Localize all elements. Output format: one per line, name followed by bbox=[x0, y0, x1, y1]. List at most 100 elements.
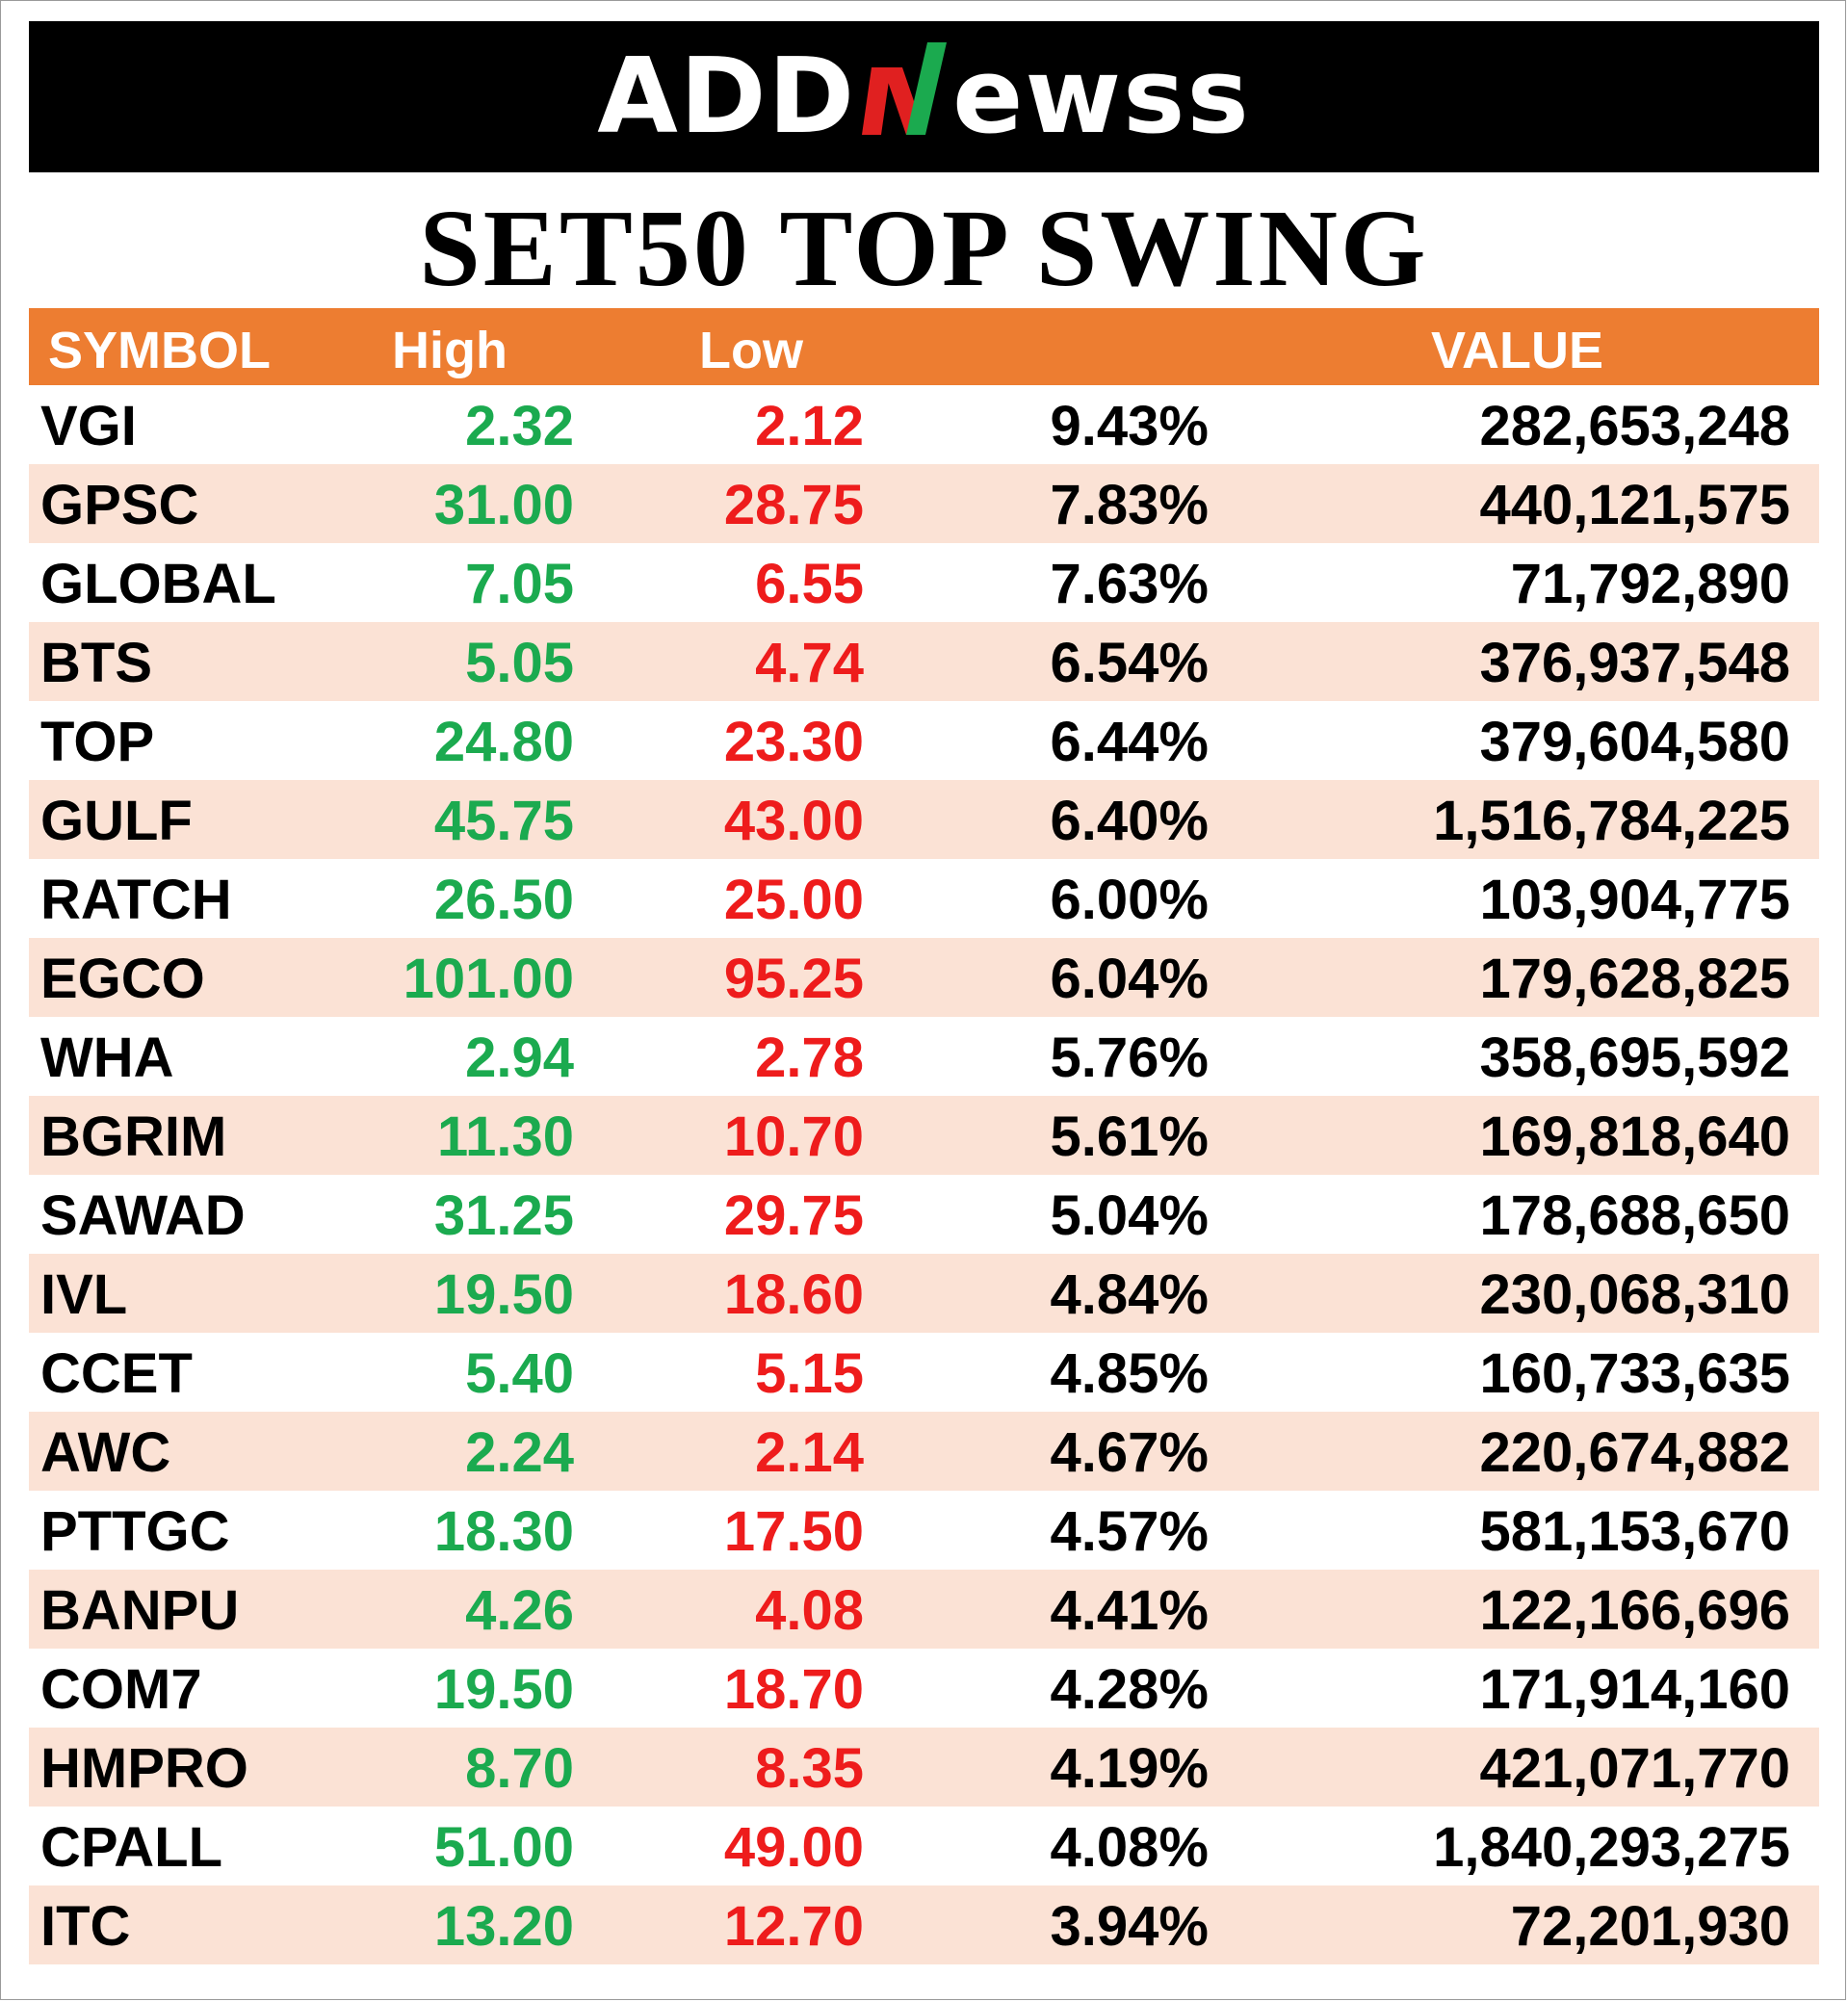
symbol-cell: BTS bbox=[40, 632, 152, 694]
symbol-cell: GPSC bbox=[40, 474, 199, 536]
symbol-cell: WHA bbox=[40, 1027, 174, 1089]
value-cell: 220,674,882 bbox=[1479, 1421, 1790, 1484]
swing-percent-cell: 5.61% bbox=[1050, 1105, 1209, 1168]
value-cell: 421,071,770 bbox=[1479, 1737, 1790, 1800]
table-row: IVL 19.50 18.60 4.84% 230,068,310 bbox=[29, 1254, 1819, 1333]
swing-percent-cell: 4.67% bbox=[1050, 1421, 1209, 1484]
table-row: BTS 5.05 4.74 6.54% 376,937,548 bbox=[29, 622, 1819, 701]
high-cell: 11.30 bbox=[437, 1105, 574, 1168]
swing-percent-cell: 4.84% bbox=[1050, 1263, 1209, 1326]
symbol-cell: RATCH bbox=[40, 869, 232, 931]
table-row: HMPRO 8.70 8.35 4.19% 421,071,770 bbox=[29, 1728, 1819, 1807]
addnewss-logo: ADD ewss bbox=[597, 40, 1250, 154]
symbol-cell: HMPRO bbox=[40, 1737, 248, 1800]
high-cell: 19.50 bbox=[433, 1658, 574, 1721]
swing-percent-cell: 6.04% bbox=[1050, 948, 1209, 1010]
low-cell: 8.35 bbox=[755, 1737, 864, 1800]
swing-percent-cell: 5.04% bbox=[1050, 1184, 1209, 1247]
symbol-cell: ITC bbox=[40, 1895, 131, 1958]
logo-text-left: ADD bbox=[597, 36, 857, 157]
swing-percent-cell: 7.63% bbox=[1050, 553, 1209, 615]
high-cell: 31.25 bbox=[433, 1184, 574, 1247]
table-row: EGCO 101.00 95.25 6.04% 179,628,825 bbox=[29, 938, 1819, 1017]
low-cell: 49.00 bbox=[723, 1816, 864, 1879]
swing-percent-cell: 6.54% bbox=[1050, 632, 1209, 694]
high-cell: 24.80 bbox=[433, 711, 574, 773]
table-row: CCET 5.40 5.15 4.85% 160,733,635 bbox=[29, 1333, 1819, 1412]
table-row: CPALL 51.00 49.00 4.08% 1,840,293,275 bbox=[29, 1807, 1819, 1885]
symbol-cell: TOP bbox=[40, 711, 155, 773]
table-row: SAWAD 31.25 29.75 5.04% 178,688,650 bbox=[29, 1175, 1819, 1254]
swing-percent-cell: 4.57% bbox=[1050, 1500, 1209, 1563]
swing-percent-cell: 9.43% bbox=[1050, 395, 1209, 457]
swing-percent-cell: 6.40% bbox=[1050, 790, 1209, 852]
symbol-cell: CPALL bbox=[40, 1816, 223, 1879]
table-row: VGI 2.32 2.12 9.43% 282,653,248 bbox=[29, 385, 1819, 464]
swing-percent-cell: 5.76% bbox=[1050, 1027, 1209, 1089]
brand-banner: ADD ewss bbox=[29, 21, 1819, 172]
swing-percent-cell: 7.83% bbox=[1050, 474, 1209, 536]
value-cell: 379,604,580 bbox=[1479, 711, 1790, 773]
swing-percent-cell: 4.08% bbox=[1050, 1816, 1209, 1879]
low-cell: 4.08 bbox=[755, 1579, 864, 1642]
header-symbol: SYMBOL bbox=[48, 322, 272, 379]
table-row: GPSC 31.00 28.75 7.83% 440,121,575 bbox=[29, 464, 1819, 543]
low-cell: 2.14 bbox=[755, 1421, 864, 1484]
symbol-cell: EGCO bbox=[40, 948, 205, 1010]
value-cell: 103,904,775 bbox=[1479, 869, 1790, 931]
symbol-cell: COM7 bbox=[40, 1658, 202, 1721]
high-cell: 101.00 bbox=[403, 948, 574, 1010]
swing-percent-cell: 3.94% bbox=[1050, 1895, 1209, 1958]
value-cell: 160,733,635 bbox=[1479, 1342, 1790, 1405]
high-cell: 51.00 bbox=[433, 1816, 574, 1879]
symbol-cell: SAWAD bbox=[40, 1184, 246, 1247]
value-cell: 178,688,650 bbox=[1479, 1184, 1790, 1247]
symbol-cell: BGRIM bbox=[40, 1105, 227, 1168]
symbol-cell: AWC bbox=[40, 1421, 171, 1484]
low-cell: 2.12 bbox=[755, 395, 864, 457]
table-row: ITC 13.20 12.70 3.94% 72,201,930 bbox=[29, 1885, 1819, 1964]
swing-table: SYMBOL High Low VALUE VGI 2.32 2.12 9.43% 28… bbox=[29, 308, 1819, 1964]
high-cell: 45.75 bbox=[433, 790, 574, 852]
table-row: GULF 45.75 43.00 6.40% 1,516,784,225 bbox=[29, 780, 1819, 859]
value-cell: 71,792,890 bbox=[1510, 553, 1790, 615]
low-cell: 95.25 bbox=[723, 948, 864, 1010]
high-cell: 26.50 bbox=[433, 869, 574, 931]
symbol-cell: VGI bbox=[40, 395, 137, 457]
low-cell: 29.75 bbox=[723, 1184, 864, 1247]
high-cell: 8.70 bbox=[465, 1737, 574, 1800]
table-row: GLOBAL 7.05 6.55 7.63% 71,792,890 bbox=[29, 543, 1819, 622]
header-low: Low bbox=[699, 322, 803, 379]
value-cell: 171,914,160 bbox=[1479, 1658, 1790, 1721]
low-cell: 12.70 bbox=[723, 1895, 864, 1958]
high-cell: 13.20 bbox=[433, 1895, 574, 1958]
low-cell: 18.70 bbox=[723, 1658, 864, 1721]
symbol-cell: IVL bbox=[40, 1263, 128, 1326]
high-cell: 31.00 bbox=[433, 474, 574, 536]
swing-percent-cell: 4.19% bbox=[1050, 1737, 1209, 1800]
table-row: TOP 24.80 23.30 6.44% 379,604,580 bbox=[29, 701, 1819, 780]
table-row: BGRIM 11.30 10.70 5.61% 169,818,640 bbox=[29, 1096, 1819, 1175]
table-row: PTTGC 18.30 17.50 4.57% 581,153,670 bbox=[29, 1491, 1819, 1570]
table-body: VGI 2.32 2.12 9.43% 282,653,248 GPSC 31.00 28.7… bbox=[29, 385, 1819, 1964]
logo-n-mark-icon bbox=[858, 40, 950, 154]
table-row: COM7 19.50 18.70 4.28% 171,914,160 bbox=[29, 1649, 1819, 1728]
low-cell: 6.55 bbox=[755, 553, 864, 615]
low-cell: 25.00 bbox=[723, 869, 864, 931]
value-cell: 1,840,293,275 bbox=[1433, 1816, 1790, 1879]
low-cell: 2.78 bbox=[755, 1027, 864, 1089]
table-row: BANPU 4.26 4.08 4.41% 122,166,696 bbox=[29, 1570, 1819, 1649]
value-cell: 1,516,784,225 bbox=[1433, 790, 1790, 852]
high-cell: 2.32 bbox=[465, 395, 574, 457]
swing-percent-cell: 4.85% bbox=[1050, 1342, 1209, 1405]
symbol-cell: GLOBAL bbox=[40, 553, 276, 615]
value-cell: 358,695,592 bbox=[1479, 1027, 1790, 1089]
high-cell: 18.30 bbox=[433, 1500, 574, 1563]
value-cell: 440,121,575 bbox=[1479, 474, 1790, 536]
table-row: WHA 2.94 2.78 5.76% 358,695,592 bbox=[29, 1017, 1819, 1096]
swing-percent-cell: 4.28% bbox=[1050, 1658, 1209, 1721]
swing-percent-cell: 4.41% bbox=[1050, 1579, 1209, 1642]
page-title: SET50 TOP SWING bbox=[419, 187, 1429, 309]
high-cell: 2.24 bbox=[465, 1421, 574, 1484]
